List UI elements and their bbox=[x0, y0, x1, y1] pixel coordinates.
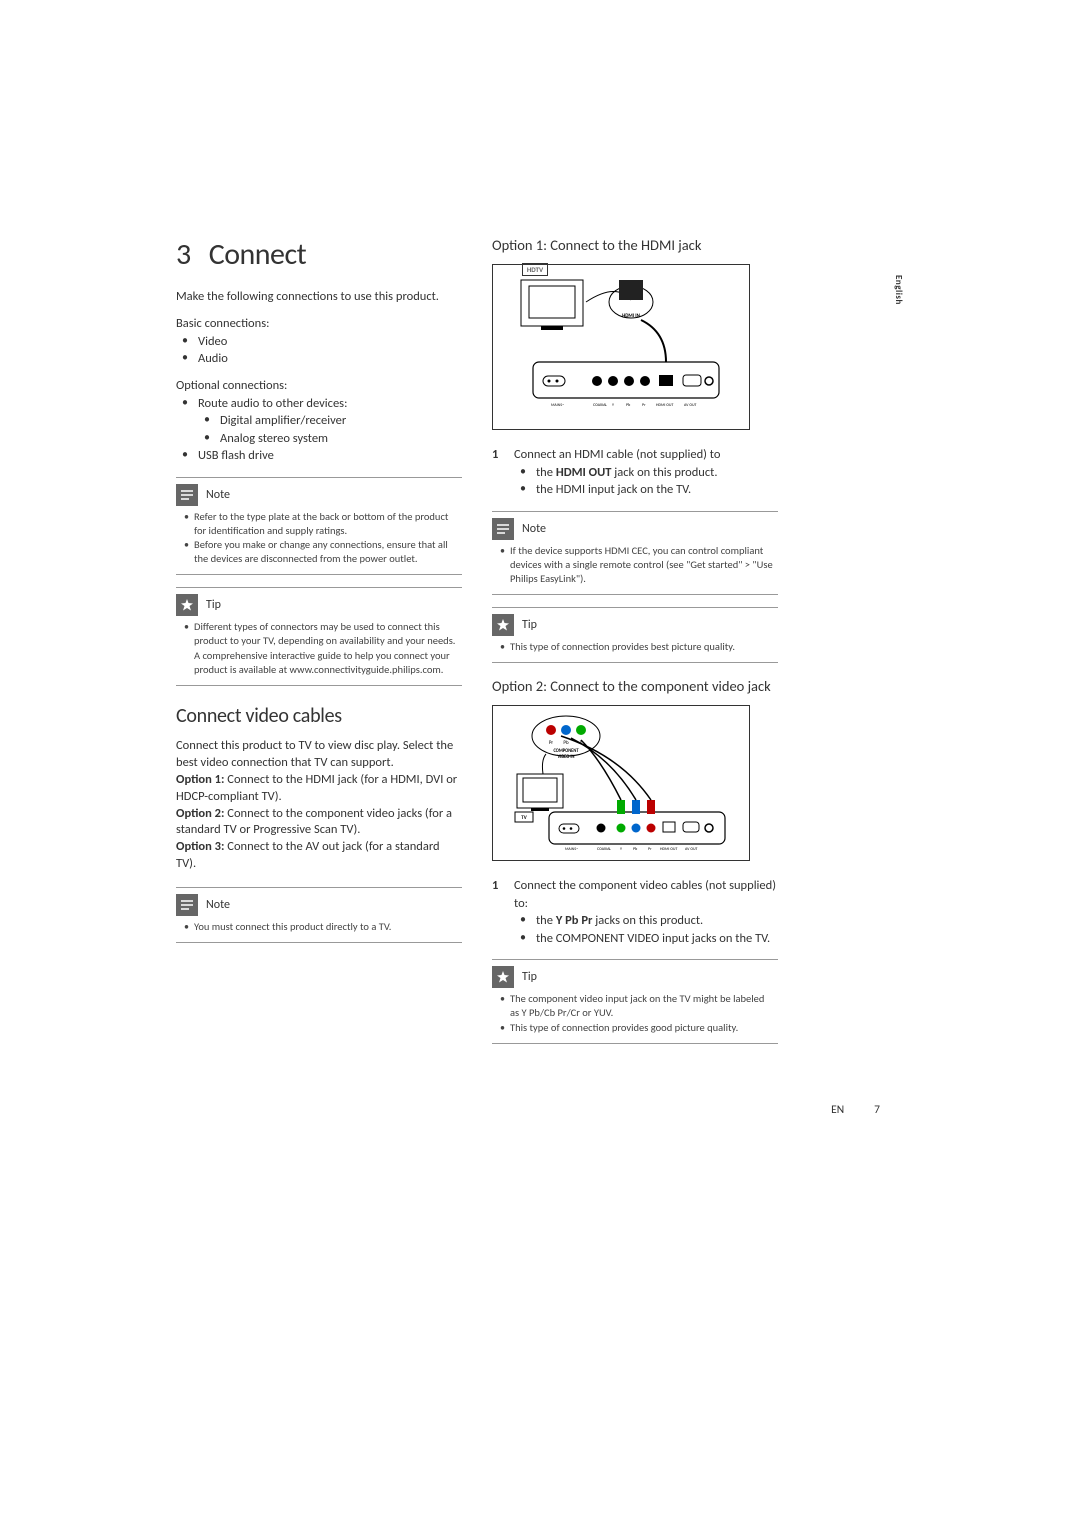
page-content: 3 Connect Make the following connections … bbox=[176, 236, 904, 1056]
hdmi-diagram: HDMI IN MAINS~ COAXIAL Y Pb P bbox=[492, 264, 750, 430]
svg-text:COAXIAL: COAXIAL bbox=[597, 847, 611, 852]
chapter-name: Connect bbox=[209, 236, 307, 273]
optional-list: Route audio to other devices: Digital am… bbox=[176, 395, 462, 465]
list-item: Audio bbox=[198, 350, 462, 368]
note-icon bbox=[492, 518, 514, 540]
option-line: Option 1: Connect to the HDMI jack (for … bbox=[176, 772, 462, 806]
svg-text:AV OUT: AV OUT bbox=[684, 403, 697, 408]
svg-text:Pr: Pr bbox=[642, 403, 646, 408]
basic-list: Video Audio bbox=[176, 333, 462, 368]
footer-lang: EN bbox=[831, 1103, 844, 1117]
note-box: Note You must connect this product direc… bbox=[176, 887, 462, 943]
list-item: the Y Pb Pr jacks on this product. bbox=[536, 912, 778, 930]
basic-heading: Basic connections: bbox=[176, 316, 462, 333]
note-icon bbox=[176, 484, 198, 506]
note-box: Note If the device supports HDMI CEC, yo… bbox=[492, 511, 778, 596]
list-item: the HDMI OUT jack on this product. bbox=[536, 464, 778, 482]
note-item: You must connect this product directly t… bbox=[194, 920, 458, 934]
language-tab: English bbox=[893, 275, 904, 305]
component-diagram: Pr Pb Y COMPONENT VIDEO IN bbox=[492, 705, 750, 861]
chapter-number: 3 bbox=[176, 236, 191, 273]
svg-text:Pb: Pb bbox=[626, 403, 630, 408]
section-p: Connect this product to TV to view disc … bbox=[176, 738, 462, 772]
list-item: Analog stereo system bbox=[220, 430, 462, 448]
list-item: Digital amplifier/receiver bbox=[220, 412, 462, 430]
tip-box: Tip Different types of connectors may be… bbox=[176, 587, 462, 686]
page-footer: EN 7 bbox=[831, 1103, 880, 1117]
tip-item: The component video input jack on the TV… bbox=[510, 992, 774, 1020]
tip-title: Tip bbox=[522, 618, 537, 632]
tip-icon bbox=[492, 614, 514, 636]
tip-item: This type of connection provides good pi… bbox=[510, 1021, 774, 1035]
note-item: Before you make or change any connection… bbox=[194, 538, 458, 566]
right-column: Option 1: Connect to the HDMI jack HDMI … bbox=[492, 236, 778, 1056]
svg-text:HDMI OUT: HDMI OUT bbox=[660, 847, 678, 852]
svg-text:TV: TV bbox=[521, 815, 526, 821]
note-title: Note bbox=[206, 898, 230, 912]
tip-item: Different types of connectors may be use… bbox=[194, 620, 458, 677]
tip-box: Tip This type of connection provides bes… bbox=[492, 607, 778, 663]
svg-text:AV OUT: AV OUT bbox=[685, 847, 698, 852]
svg-text:Pr: Pr bbox=[549, 740, 554, 746]
svg-text:COAXIAL: COAXIAL bbox=[593, 403, 607, 408]
svg-text:COMPONENT: COMPONENT bbox=[553, 749, 579, 754]
option-line: Option 2: Connect to the component video… bbox=[176, 806, 462, 840]
list-item: USB flash drive bbox=[198, 447, 462, 465]
optional-heading: Optional connections: bbox=[176, 378, 462, 395]
option-heading: Option 2: Connect to the component video… bbox=[492, 677, 778, 695]
svg-text:HDMI OUT: HDMI OUT bbox=[656, 403, 674, 408]
steps-list: Connect the component video cables (not … bbox=[492, 877, 778, 947]
svg-text:Pb: Pb bbox=[563, 740, 569, 746]
tip-icon bbox=[492, 966, 514, 988]
svg-text:Pb: Pb bbox=[633, 847, 637, 852]
tip-item: This type of connection provides best pi… bbox=[510, 640, 774, 654]
note-icon bbox=[176, 894, 198, 916]
svg-text:Y: Y bbox=[612, 403, 614, 408]
section-heading: Connect video cables bbox=[176, 704, 462, 728]
svg-text:HDMI IN: HDMI IN bbox=[622, 313, 640, 319]
page-number: 7 bbox=[874, 1103, 880, 1117]
svg-text:VIDEO IN: VIDEO IN bbox=[557, 755, 574, 760]
left-column: 3 Connect Make the following connections … bbox=[176, 236, 462, 1056]
tip-icon bbox=[176, 594, 198, 616]
list-item: the COMPONENT VIDEO input jacks on the T… bbox=[536, 930, 778, 948]
step-item: Connect the component video cables (not … bbox=[492, 877, 778, 947]
intro-text: Make the following connections to use th… bbox=[176, 289, 462, 306]
tip-title: Tip bbox=[522, 970, 537, 984]
tip-title: Tip bbox=[206, 598, 221, 612]
steps-list: Connect an HDMI cable (not supplied) to … bbox=[492, 446, 778, 499]
svg-text:Y: Y bbox=[620, 847, 622, 852]
list-item: Video bbox=[198, 333, 462, 351]
list-item: the HDMI input jack on the TV. bbox=[536, 481, 778, 499]
note-title: Note bbox=[206, 488, 230, 502]
svg-text:MAINS~: MAINS~ bbox=[565, 847, 578, 852]
svg-text:MAINS~: MAINS~ bbox=[551, 403, 564, 408]
option-heading: Option 1: Connect to the HDMI jack bbox=[492, 236, 778, 254]
tip-box: Tip The component video input jack on th… bbox=[492, 959, 778, 1044]
note-item: If the device supports HDMI CEC, you can… bbox=[510, 544, 774, 587]
note-item: Refer to the type plate at the back or b… bbox=[194, 510, 458, 538]
list-item: Route audio to other devices: Digital am… bbox=[198, 395, 462, 448]
step-item: Connect an HDMI cable (not supplied) to … bbox=[492, 446, 778, 499]
note-box: Note Refer to the type plate at the back… bbox=[176, 477, 462, 576]
svg-text:Pr: Pr bbox=[648, 847, 652, 852]
option-line: Option 3: Connect to the AV out jack (fo… bbox=[176, 839, 462, 873]
diagram-tv-label: HDTV bbox=[522, 263, 548, 276]
note-title: Note bbox=[522, 522, 546, 536]
